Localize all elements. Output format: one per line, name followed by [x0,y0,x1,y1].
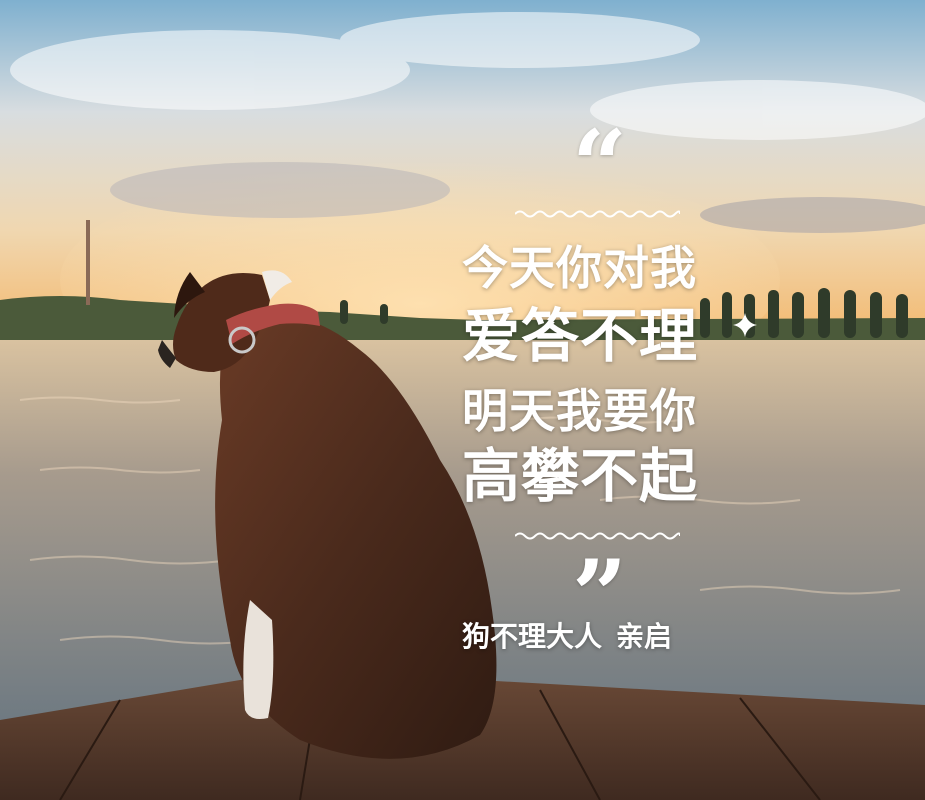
utility-pole [86,220,90,305]
tree-line [340,288,908,338]
signature-action: 亲启 [616,620,673,653]
open-quote-mark: “ [572,109,628,222]
sparkle-icon [733,313,757,337]
wave-divider-top [515,210,680,218]
wave-divider-bottom [515,532,680,540]
water-ripples [19,396,901,645]
close-quote-mark: ” [572,539,628,652]
dog [158,270,497,759]
quote-line-3: 明天我要你 [462,384,697,438]
quote-line-1: 今天你对我 [462,241,697,295]
signature: 狗不理大人 亲启 [462,623,737,651]
quote-line-2: 爱答不理 [462,302,699,370]
clouds [10,12,925,233]
signature-name: 狗不理大人 [462,620,603,653]
quote-line-4: 高攀不起 [462,442,699,510]
